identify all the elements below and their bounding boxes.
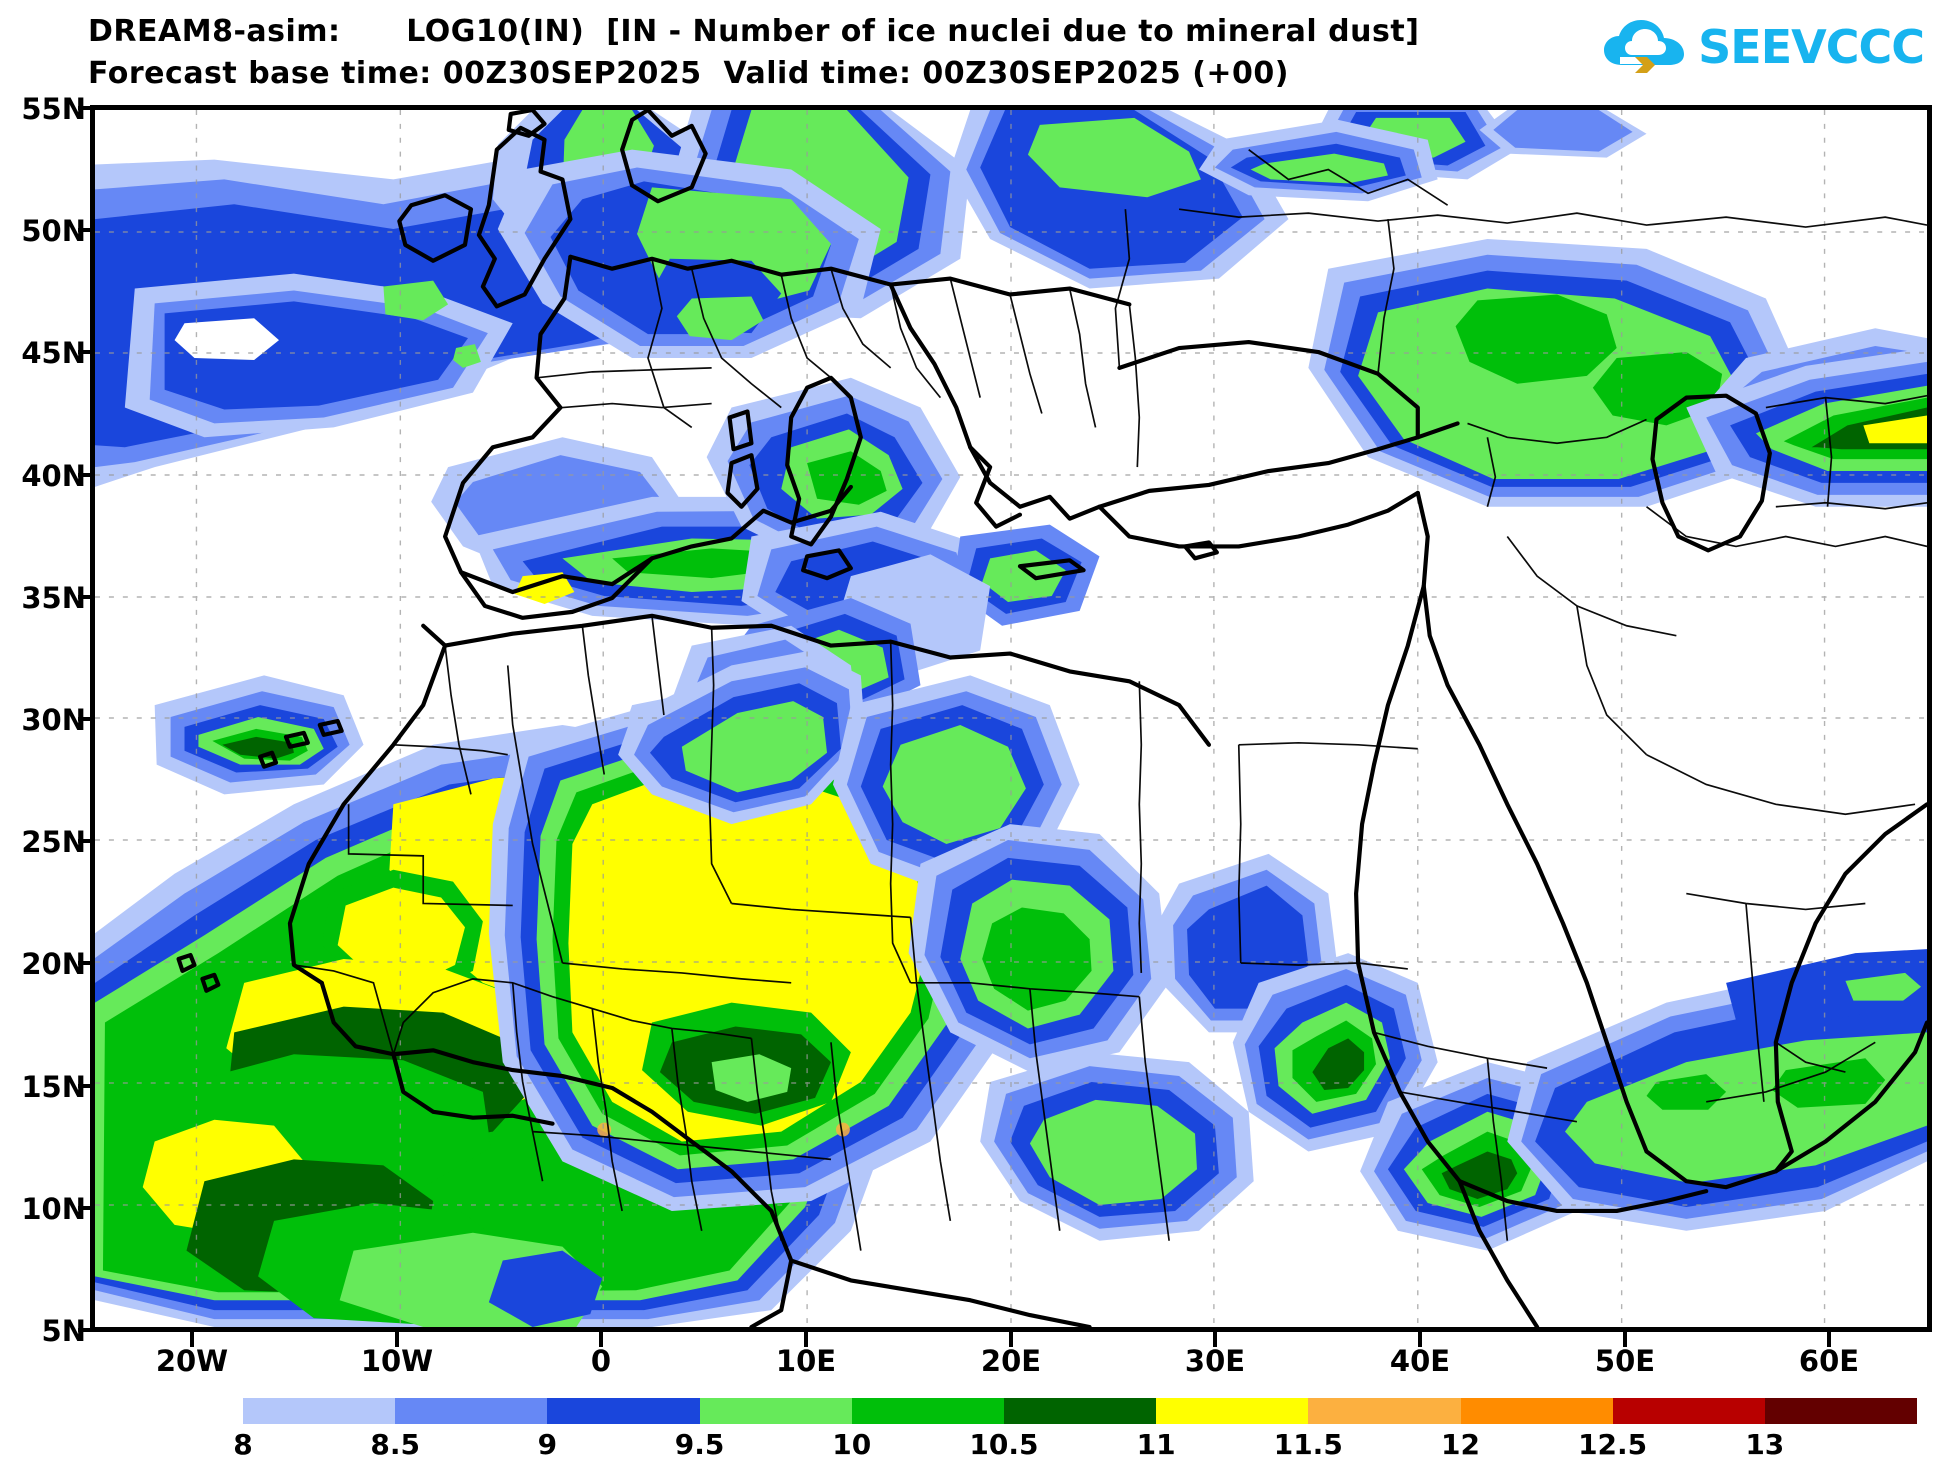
xtick-label-60e: 60E [1798, 1344, 1860, 1378]
colorbar-tick-11-5: 11.5 [1273, 1428, 1343, 1461]
header-title-line: DREAM8-asim: LOG10(IN) [IN - Number of i… [88, 14, 1420, 49]
ytick-label-40n: 40N [21, 459, 86, 493]
ytick-mark-15n [78, 1084, 94, 1088]
xtick-label-30e: 30E [1184, 1344, 1246, 1378]
ytick-label-10n: 10N [21, 1192, 86, 1226]
ytick-mark-5n [78, 1328, 94, 1332]
contour-central-europe [497, 149, 881, 358]
ytick-label-20n: 20N [21, 947, 86, 981]
xtick-label-20e: 20E [980, 1344, 1042, 1378]
ytick-mark-25n [78, 839, 94, 843]
colorbar-segment-7 [1308, 1398, 1461, 1424]
xtick-mark-50e [1623, 1332, 1627, 1347]
xtick-label-10e: 10E [775, 1344, 837, 1378]
xtick-mark-10w [395, 1332, 399, 1347]
ytick-label-25n: 25N [21, 825, 86, 859]
ytick-label-55n: 55N [21, 92, 86, 126]
xtick-mark-60e [1827, 1332, 1831, 1347]
xtick-mark-20w [190, 1332, 194, 1347]
ytick-label-15n: 15N [21, 1070, 86, 1104]
colorbar-tick-9: 9 [537, 1428, 558, 1461]
colorbar-tick-12: 12 [1440, 1428, 1480, 1461]
ytick-mark-30n [78, 717, 94, 721]
colorbar-tick-10: 10 [832, 1428, 872, 1461]
colorbar-segment-6 [1156, 1398, 1309, 1424]
colorbar-segment-3 [699, 1398, 852, 1424]
contour-central-asia-core [1686, 348, 1927, 507]
ytick-label-5n: 5N [41, 1314, 86, 1348]
colorbar-tick-8-5: 8.5 [370, 1428, 420, 1461]
ytick-mark-45n [78, 350, 94, 354]
colorbar-tick-11: 11 [1136, 1428, 1176, 1461]
logo-text: SEEVCCC [1698, 20, 1925, 74]
colorbar-segment-0 [243, 1398, 396, 1424]
colorbar-segment-5 [1003, 1398, 1157, 1424]
colorbar-tick-9-5: 9.5 [674, 1428, 725, 1461]
colorbar-tick-13: 13 [1745, 1428, 1785, 1461]
xtick-label-20w: 20W [155, 1344, 229, 1378]
ytick-label-35n: 35N [21, 581, 86, 615]
map-coastlines [176, 110, 1927, 1327]
ytick-label-45n: 45N [21, 336, 86, 370]
colorbar-segment-8 [1460, 1398, 1613, 1424]
colorbar-labels: 8 8.5 9 9.5 10 10.5 11 11.5 12 12.5 13 [233, 1428, 1917, 1462]
header: DREAM8-asim: LOG10(IN) [IN - Number of i… [0, 0, 1942, 105]
ytick-mark-40n [78, 473, 94, 477]
cloud-icon [1602, 17, 1688, 77]
contour-canary-islands [154, 675, 364, 795]
dust-concentration-map [95, 110, 1927, 1327]
contour-sudan-red-sea [1157, 853, 1438, 1152]
colorbar-segment-9 [1612, 1398, 1765, 1424]
colorbar-segment-4 [851, 1398, 1004, 1424]
xtick-mark-40e [1418, 1332, 1422, 1347]
colorbar-tick-10-5: 10.5 [969, 1428, 1039, 1461]
colorbar-tick-12-5: 12.5 [1578, 1428, 1648, 1461]
colorbar [243, 1398, 1918, 1424]
ytick-mark-20n [78, 961, 94, 965]
ytick-mark-35n [78, 595, 94, 599]
xtick-mark-10e [804, 1332, 808, 1347]
colorbar-segment-1 [395, 1398, 548, 1424]
contour-isolated-warm-dots [597, 1122, 850, 1137]
header-time-line: Forecast base time: 00Z30SEP2025 Valid t… [88, 56, 1290, 91]
map-country-borders [293, 148, 1927, 1251]
contour-yemen-gulf-of-aden [1507, 949, 1927, 1231]
map-plot-area [90, 105, 1932, 1332]
ytick-label-30n: 30N [21, 703, 86, 737]
colorbar-tick-8: 8 [233, 1428, 253, 1461]
xtick-label-50e: 50E [1594, 1344, 1656, 1378]
colorbar-segment-10 [1764, 1398, 1918, 1424]
seevccc-logo: SEEVCCC [1602, 14, 1925, 80]
xtick-label-0: 0 [590, 1344, 612, 1378]
ytick-mark-55n [78, 106, 94, 110]
xtick-mark-0 [599, 1332, 603, 1347]
ytick-mark-50n [78, 228, 94, 232]
xtick-mark-30e [1213, 1332, 1217, 1347]
xtick-label-10w: 10W [360, 1344, 434, 1378]
xtick-mark-20e [1009, 1332, 1013, 1347]
xtick-label-40e: 40E [1389, 1344, 1451, 1378]
ytick-mark-10n [78, 1206, 94, 1210]
ytick-label-50n: 50N [21, 214, 86, 248]
colorbar-segment-2 [547, 1398, 700, 1424]
